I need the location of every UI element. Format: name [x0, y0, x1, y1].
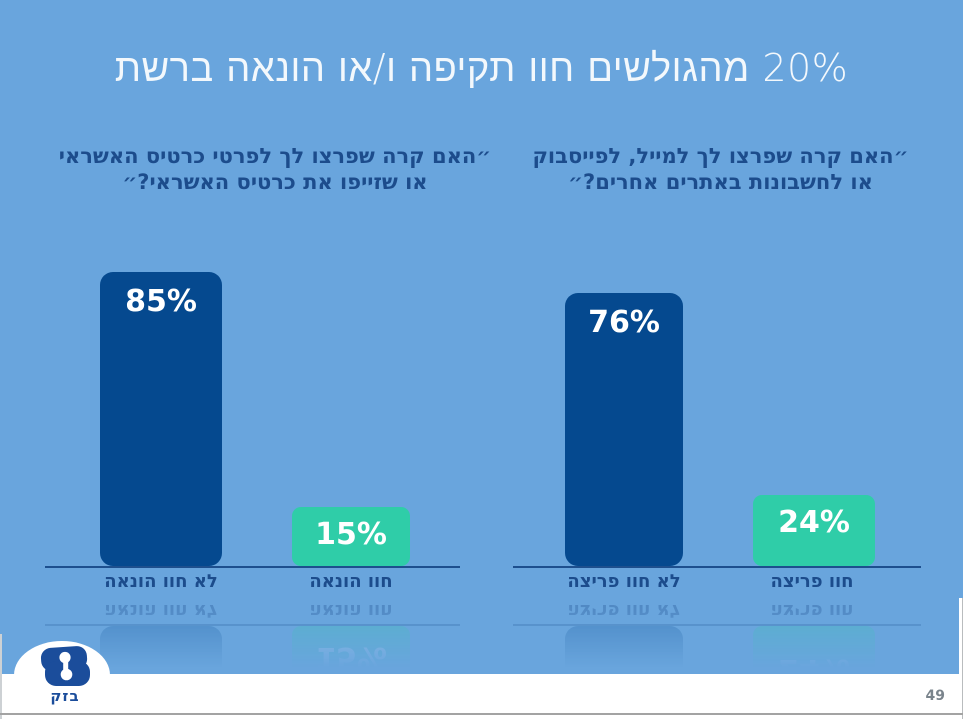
category-label-reflection: חוו הונאה: [309, 600, 393, 621]
survey-question-right-line1: ״האם קרה שפרצו לך למייל, לפייסבוק: [532, 144, 909, 168]
axis-baseline-right: [513, 566, 921, 568]
survey-question-left-line2: או שזייפו את כרטיס האשראי?״: [122, 170, 428, 194]
bar-value-label-reflection: 24%: [778, 652, 850, 671]
window-edge-left: [0, 634, 2, 719]
survey-question-right: ״האם קרה שפרצו לך למייל, לפייסבוק או לחש…: [518, 143, 923, 195]
category-label-reflection: חוו פריצה: [770, 600, 854, 621]
bar-right-no-hack: 76%: [565, 293, 683, 566]
bar-value-label-reflection: 85%: [125, 626, 197, 671]
chart-reflection-content: 85% 15% 76% 24% לא חוו הונאה חוו הונאה ל…: [0, 596, 963, 671]
bar-reflection: 24%: [753, 626, 875, 671]
survey-question-left-line1: ״האם קרה שפרצו לך לפרטי כרטיס האשראי: [58, 144, 492, 168]
bar-value-label: 15%: [315, 517, 387, 552]
baseline-reflection: [45, 624, 460, 626]
bar-value-label: 76%: [588, 305, 660, 340]
survey-question-right-line2: או לחשבונות באתרים אחרים?״: [568, 170, 873, 194]
bar-value-label-reflection: 76%: [588, 626, 660, 671]
category-label-reflection: לא חוו פריצה: [567, 600, 681, 621]
bar-reflection: 85%: [100, 626, 222, 671]
slide-title: 20% מהגולשים חוו תקיפה ו/או הונאה ברשת: [114, 46, 849, 90]
bezeq-logo-icon: [40, 646, 90, 686]
axis-baseline-left: [45, 566, 460, 568]
survey-question-left: ״האם קרה שפרצו לך לפרטי כרטיס האשראי או …: [55, 143, 495, 195]
window-edge-bottom: [0, 713, 963, 715]
footer-strip: [0, 674, 963, 719]
bar-left-no-fraud: 85%: [100, 272, 222, 566]
bar-value-label: 24%: [778, 505, 850, 540]
category-label: לא חוו פריצה: [567, 571, 681, 592]
category-label-reflection: לא חוו הונאה: [104, 600, 218, 621]
category-label: חוו הונאה: [309, 571, 393, 592]
baseline-reflection: [513, 624, 921, 626]
bar-value-label: 85%: [125, 284, 197, 319]
bar-left-fraud: 15%: [292, 507, 410, 566]
bar-reflection: 15%: [292, 626, 410, 671]
bar-value-label-reflection: 15%: [315, 640, 387, 671]
window-edge-right: [959, 598, 963, 719]
page-number: 49: [925, 688, 945, 704]
category-label: לא חוו הונאה: [104, 571, 218, 592]
category-label: חוו פריצה: [770, 571, 854, 592]
bar-right-hack: 24%: [753, 495, 875, 566]
chart-reflection: 85% 15% 76% 24% לא חוו הונאה חוו הונאה ל…: [0, 596, 963, 671]
bar-reflection: 76%: [565, 626, 683, 671]
bezeq-logo-text: בזק: [50, 687, 80, 705]
